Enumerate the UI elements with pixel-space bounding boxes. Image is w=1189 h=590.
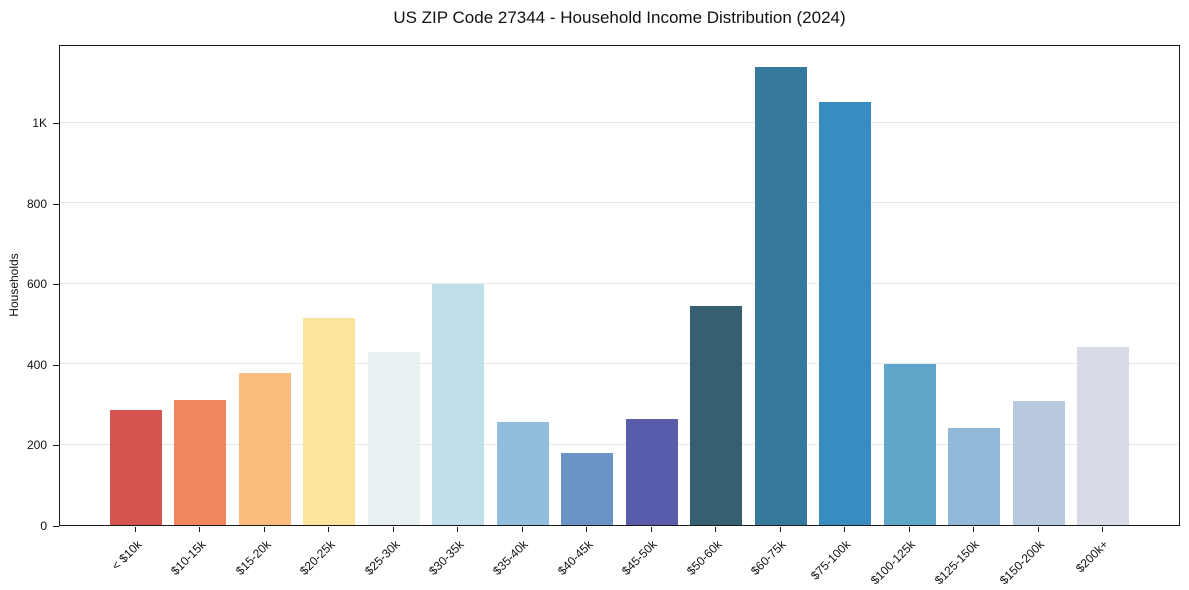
x-tick-label: $45-50k [619, 537, 660, 578]
bar [432, 284, 485, 525]
x-tick-label: $50-60k [683, 537, 725, 578]
x-tick-mark [973, 527, 975, 532]
x-tick-mark [650, 527, 652, 532]
bar [1077, 346, 1130, 525]
chart-title: US ZIP Code 27344 - Household Income Dis… [393, 8, 846, 27]
x-tick-mark [199, 527, 201, 532]
x-tick-mark [908, 527, 910, 532]
bar [819, 102, 872, 525]
gridline-800 [60, 202, 1179, 203]
bar [496, 421, 549, 525]
plot-area [59, 45, 1180, 526]
bar [561, 453, 614, 525]
x-tick-mark [779, 527, 781, 532]
bar [1012, 401, 1065, 525]
x-tick-label: < $10k [108, 537, 145, 573]
x-tick-mark [457, 527, 459, 532]
y-tick-label: 600 [26, 277, 47, 292]
y-tick-mark [53, 123, 59, 125]
y-tick-label: 800 [26, 196, 47, 211]
bar [303, 318, 356, 525]
bar [625, 418, 678, 525]
gridline-400 [60, 363, 1179, 364]
x-tick-mark [844, 527, 846, 532]
gridline-200 [60, 443, 1179, 445]
x-tick-label: $100-125k [867, 537, 918, 588]
bar [110, 410, 162, 525]
x-tick-mark [392, 527, 394, 532]
y-tick-label: 0 [40, 519, 47, 533]
x-tick-mark [135, 527, 136, 532]
y-tick-label: 1K [32, 116, 47, 131]
bar [238, 372, 291, 525]
x-tick-label: $200k+ [1073, 537, 1112, 576]
x-tick-mark [1102, 527, 1104, 532]
bar [883, 363, 936, 525]
y-tick-mark [53, 445, 59, 447]
x-tick-label: $150-200k [996, 537, 1047, 588]
x-tick-label: $40-45k [554, 537, 596, 578]
x-axis-labels: < $10k $10-15k $15-20k $20-25k $25-30k $30-35… [59, 532, 1180, 590]
bar [690, 306, 743, 525]
x-tick-mark [328, 527, 330, 532]
x-tick-mark [1037, 527, 1039, 532]
y-tick-mark [53, 364, 59, 366]
x-tick-label: $75-100k [808, 537, 854, 583]
y-tick-label: 400 [26, 357, 47, 372]
x-tick-mark [715, 527, 717, 532]
bar [367, 351, 420, 525]
x-tick-label: $25-30k [361, 537, 403, 578]
x-tick-label: $10-15k [168, 537, 209, 578]
bar [174, 400, 227, 525]
x-tick-mark [263, 527, 265, 532]
x-tick-label: $15-20k [232, 537, 274, 578]
x-tick-label: $30-35k [425, 537, 467, 578]
gridline-600 [60, 282, 1179, 284]
y-tick-label: 200 [26, 438, 47, 453]
x-tick-mark [586, 527, 588, 532]
y-tick-mark [53, 203, 59, 205]
x-tick-label: $60-75k [748, 537, 789, 578]
x-tick-label: $125-150k [932, 537, 983, 588]
bar [754, 66, 807, 525]
y-tick-mark [53, 526, 59, 527]
x-tick-mark [521, 527, 523, 532]
bar [948, 427, 1001, 525]
x-tick-label: $35-40k [490, 537, 532, 578]
y-tick-mark [53, 284, 59, 286]
x-tick-label: $20-25k [297, 537, 338, 578]
gridline-1K [60, 121, 1179, 123]
